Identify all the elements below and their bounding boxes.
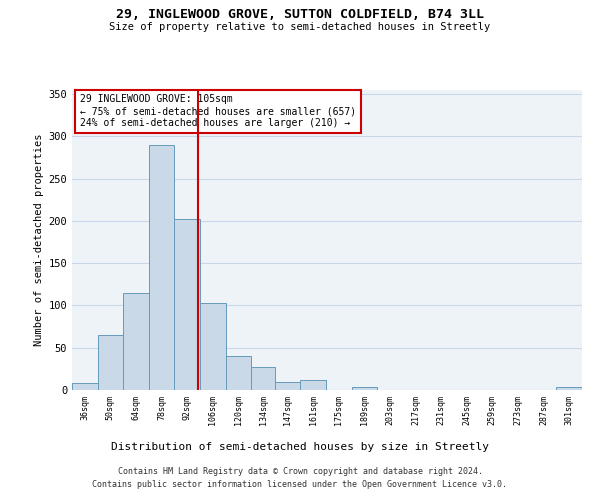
Text: Distribution of semi-detached houses by size in Streetly: Distribution of semi-detached houses by …: [111, 442, 489, 452]
Bar: [352, 386, 377, 390]
Text: 29 INGLEWOOD GROVE: 105sqm
← 75% of semi-detached houses are smaller (657)
24% o: 29 INGLEWOOD GROVE: 105sqm ← 75% of semi…: [80, 94, 356, 128]
Bar: [275, 382, 301, 390]
Bar: [72, 383, 98, 390]
Bar: [251, 367, 275, 390]
Bar: [200, 303, 226, 390]
Text: Contains public sector information licensed under the Open Government Licence v3: Contains public sector information licen…: [92, 480, 508, 489]
Bar: [175, 220, 200, 390]
Bar: [226, 356, 251, 390]
Y-axis label: Number of semi-detached properties: Number of semi-detached properties: [34, 134, 44, 346]
Bar: [123, 293, 149, 390]
Text: Size of property relative to semi-detached houses in Streetly: Size of property relative to semi-detach…: [109, 22, 491, 32]
Bar: [98, 335, 123, 390]
Bar: [301, 380, 326, 390]
Text: Contains HM Land Registry data © Crown copyright and database right 2024.: Contains HM Land Registry data © Crown c…: [118, 468, 482, 476]
Bar: [556, 388, 582, 390]
Text: 29, INGLEWOOD GROVE, SUTTON COLDFIELD, B74 3LL: 29, INGLEWOOD GROVE, SUTTON COLDFIELD, B…: [116, 8, 484, 20]
Bar: [149, 145, 175, 390]
